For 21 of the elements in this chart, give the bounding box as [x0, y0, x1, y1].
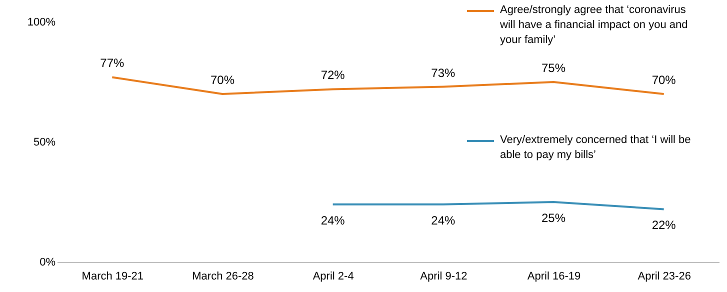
data-label: 77%	[100, 56, 124, 70]
y-tick-label: 100%	[27, 16, 56, 28]
data-label: 70%	[652, 73, 676, 87]
x-tick-label: April 16-19	[527, 270, 581, 282]
legend-label: Very/extremely concerned that ‘I will be able to pay my bills’	[500, 134, 691, 161]
x-tick-label: April 2-4	[312, 270, 354, 282]
x-tick-label: April 9-12	[420, 270, 468, 282]
data-label: 73%	[431, 66, 456, 80]
y-tick-label: 50%	[33, 136, 56, 148]
y-tick-label: 0%	[40, 256, 56, 268]
data-label: 25%	[541, 211, 566, 225]
x-tick-label: April 23-26	[638, 270, 691, 282]
data-label: 70%	[210, 73, 235, 87]
data-label: 22%	[652, 218, 676, 232]
data-label: 75%	[541, 61, 566, 75]
data-label: 72%	[320, 68, 346, 82]
data-label: 24%	[431, 213, 456, 228]
x-tick-label: March 26-28	[192, 270, 254, 282]
legend-label: Agree/strongly agree that ‘coronavirus will have a financial impact on you and your family’	[499, 4, 688, 46]
data-label: 24%	[320, 213, 346, 228]
x-tick-label: March 19-21	[82, 270, 144, 282]
